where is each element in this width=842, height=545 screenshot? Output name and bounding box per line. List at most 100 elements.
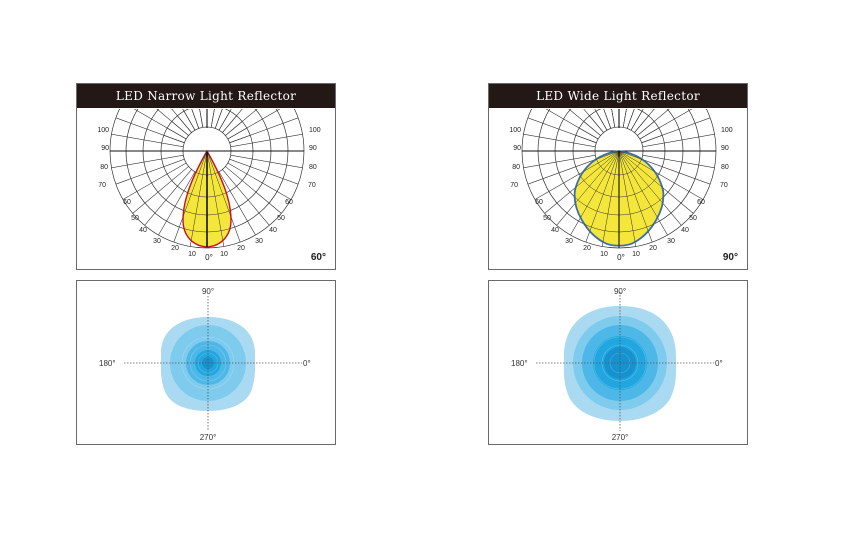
polar-radial bbox=[642, 154, 715, 169]
polar-radial bbox=[622, 109, 627, 128]
polar-radial bbox=[641, 158, 711, 185]
scale-label-right: 50 bbox=[277, 215, 285, 222]
polar-fan-spoke bbox=[583, 121, 601, 136]
polar-radial bbox=[132, 166, 189, 214]
wide-label-270: 270° bbox=[612, 433, 629, 442]
scale-label-left: 80 bbox=[512, 164, 520, 171]
narrow-label-90: 90° bbox=[202, 287, 214, 296]
polar-fan-spoke bbox=[163, 134, 185, 144]
polar-radial bbox=[230, 154, 303, 169]
scale-label-right: 80 bbox=[309, 164, 317, 171]
narrow-label-0: 0° bbox=[303, 359, 311, 368]
polar-radial bbox=[642, 133, 715, 148]
scale-label-right: 90 bbox=[721, 145, 729, 152]
narrow-label-270: 270° bbox=[200, 433, 217, 442]
polar-fan-spoke bbox=[639, 127, 659, 140]
polar-radial bbox=[527, 158, 597, 185]
polar-radial bbox=[111, 133, 184, 148]
polar-fan-spoke bbox=[634, 115, 649, 133]
polar-radial bbox=[210, 109, 215, 128]
wide-zero-label: 0° bbox=[617, 253, 625, 262]
lobe-radial bbox=[618, 151, 664, 214]
polar-radial bbox=[611, 109, 616, 128]
polar-fan-spoke bbox=[191, 109, 200, 129]
narrow-spot-diagram: 90° 180° 0° 270° bbox=[99, 287, 311, 442]
polar-radial bbox=[222, 109, 243, 133]
polar-fan-spoke bbox=[626, 109, 635, 129]
wide-polar-panel: LED Wide Light Reflector 100 100 90 90 80 80 7… bbox=[488, 83, 748, 270]
polar-radial bbox=[523, 154, 596, 169]
scale-label-right: 50 bbox=[689, 215, 697, 222]
polar-fan-spoke bbox=[177, 115, 192, 133]
lobe-radial bbox=[183, 151, 208, 243]
polar-radial bbox=[111, 154, 184, 169]
scale-label-left: 20 bbox=[583, 245, 591, 252]
polar-radial bbox=[227, 162, 292, 200]
scale-label-right: 60 bbox=[285, 199, 293, 206]
wide-label-0: 0° bbox=[715, 359, 723, 368]
scale-label-left: 70 bbox=[510, 182, 518, 189]
polar-fan-spoke bbox=[579, 127, 599, 140]
lobe-radial bbox=[574, 151, 620, 185]
polar-fan-spoke bbox=[630, 111, 643, 131]
polar-fan-spoke bbox=[229, 134, 251, 144]
polar-fan-spoke bbox=[589, 115, 604, 133]
polar-fan-spoke bbox=[595, 111, 608, 131]
narrow-title: LED Narrow Light Reflector bbox=[77, 84, 335, 108]
scale-label-left: 10 bbox=[600, 251, 608, 258]
scale-label-right: 100 bbox=[309, 127, 321, 134]
scale-label-right: 30 bbox=[255, 238, 263, 245]
scale-label-left: 70 bbox=[98, 182, 106, 189]
polar-fan-spoke bbox=[218, 111, 231, 131]
scale-label-right: 70 bbox=[308, 182, 316, 189]
polar-fan-spoke bbox=[622, 109, 627, 128]
polar-fan-spoke bbox=[167, 127, 187, 140]
scale-label-left: 60 bbox=[535, 199, 543, 206]
wide-title: LED Wide Light Reflector bbox=[489, 84, 747, 108]
lobe-radial bbox=[618, 151, 664, 226]
polar-fan-spoke bbox=[603, 109, 612, 129]
scale-label-right: 60 bbox=[697, 199, 705, 206]
lobe-radial bbox=[618, 151, 664, 185]
polar-fan-spoke bbox=[199, 109, 204, 128]
narrow-beam-angle: 60° bbox=[310, 252, 326, 263]
polar-radial bbox=[523, 133, 596, 148]
wide-spot-rings bbox=[563, 306, 677, 421]
polar-fan-spoke bbox=[214, 109, 223, 129]
lobe-radial bbox=[574, 151, 620, 214]
scale-label-left: 40 bbox=[551, 227, 559, 234]
narrow-spot-panel: 90° 180° 0° 270° bbox=[76, 280, 336, 445]
polar-radial bbox=[171, 109, 192, 133]
polar-radial bbox=[583, 109, 604, 133]
narrow-polar-panel: LED Narrow Light Reflector 100 100 90 90 80 8… bbox=[76, 83, 336, 270]
scale-label-right: 90 bbox=[309, 145, 317, 152]
wide-spot-diagram: 90° 180° 0° 270° bbox=[511, 287, 723, 442]
polar-fan-spoke bbox=[210, 109, 215, 128]
lobe-radial bbox=[574, 151, 620, 226]
polar-radial bbox=[634, 109, 655, 133]
wide-spot-panel: 90° 180° 0° 270° bbox=[488, 280, 748, 445]
polar-fan-spoke bbox=[171, 121, 189, 136]
scale-label-left: 60 bbox=[123, 199, 131, 206]
polar-radial bbox=[191, 109, 200, 129]
scale-label-right: 10 bbox=[220, 251, 228, 258]
lobe-radial bbox=[206, 151, 231, 243]
scale-label-right: 10 bbox=[632, 251, 640, 258]
scale-label-left: 20 bbox=[171, 245, 179, 252]
wide-beam-angle: 90° bbox=[722, 252, 738, 263]
polar-radial bbox=[603, 109, 612, 129]
scale-label-right: 20 bbox=[649, 245, 657, 252]
scale-label-right: 20 bbox=[237, 245, 245, 252]
polar-fan-spoke bbox=[183, 111, 196, 131]
polar-fan-spoke bbox=[575, 134, 597, 144]
polar-radial bbox=[144, 169, 192, 226]
polar-radial bbox=[218, 109, 232, 131]
narrow-polar-grid bbox=[109, 109, 305, 249]
polar-radial bbox=[182, 109, 196, 131]
scale-label-right: 30 bbox=[667, 238, 675, 245]
wide-lobe-radials bbox=[574, 151, 664, 246]
polar-fan-spoke bbox=[611, 109, 616, 128]
